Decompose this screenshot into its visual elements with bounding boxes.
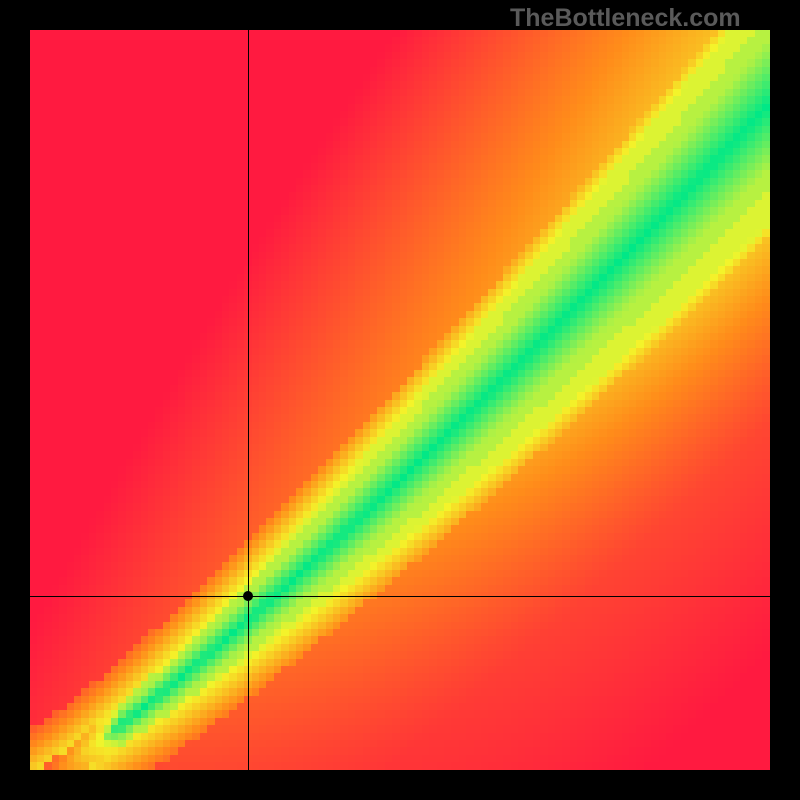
bottleneck-heatmap xyxy=(30,30,770,770)
crosshair-vertical xyxy=(248,30,249,770)
crosshair-horizontal xyxy=(30,596,770,597)
watermark-text: TheBottleneck.com xyxy=(510,4,741,33)
